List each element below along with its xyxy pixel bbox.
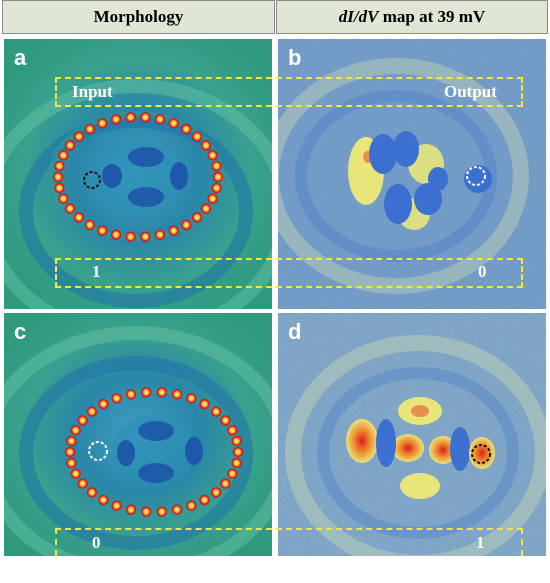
panel-d-didv-map: d	[278, 313, 546, 583]
adatom	[58, 193, 69, 204]
input-label: Input	[72, 82, 113, 101]
adatom	[154, 229, 166, 240]
adatom	[211, 182, 222, 194]
adatom	[125, 112, 136, 123]
adatom	[141, 506, 152, 517]
input-output-box	[55, 77, 523, 107]
adatom	[141, 387, 152, 398]
adatom	[168, 225, 179, 236]
adatom	[73, 212, 85, 223]
input-state-a: 1	[92, 262, 101, 281]
panel-b-didv-map: b	[278, 39, 546, 309]
map-title-italic: dI/dV	[338, 7, 379, 26]
adatom	[200, 140, 212, 151]
header-row: Morphology dI/dV map at 39 mV	[0, 0, 550, 36]
adatom	[97, 118, 108, 129]
panel-a-label: a	[14, 45, 27, 70]
adatom	[125, 504, 137, 515]
adatom	[171, 504, 183, 515]
adatom	[58, 150, 69, 161]
adatom	[70, 425, 81, 436]
adatom	[110, 114, 122, 125]
adatom	[210, 487, 222, 498]
adatom	[140, 112, 151, 123]
adatom	[77, 478, 88, 489]
morphology-header: Morphology	[2, 0, 275, 34]
adatom	[66, 435, 77, 447]
map-header: dI/dV map at 39 mV	[276, 0, 548, 34]
adatom	[199, 494, 210, 506]
adatom	[199, 398, 210, 410]
adatom	[52, 171, 64, 183]
adatom	[186, 393, 197, 404]
adatom	[227, 468, 238, 479]
adatom	[212, 171, 224, 183]
morphology-title: Morphology	[93, 7, 184, 26]
adatom	[64, 140, 76, 151]
adatom	[84, 219, 96, 231]
panel-c-image	[4, 313, 272, 556]
panel-a-morphology: a	[4, 39, 272, 309]
adatom	[220, 415, 231, 426]
adatom	[211, 160, 222, 172]
adatom	[191, 131, 203, 142]
adatom	[220, 478, 231, 489]
adatom	[156, 387, 167, 398]
state-box-bottom	[55, 528, 523, 556]
adatom	[86, 487, 98, 498]
adatom	[210, 406, 222, 417]
adatom	[54, 182, 65, 194]
adatom	[191, 212, 203, 223]
adatom	[98, 494, 109, 506]
adatom	[70, 468, 81, 479]
adatom	[110, 229, 122, 240]
adatom	[64, 446, 76, 458]
adatom	[54, 160, 65, 172]
output-label: Output	[444, 82, 497, 101]
adatom	[98, 398, 109, 410]
adatom	[154, 114, 166, 125]
adatom	[111, 393, 122, 404]
adatom	[73, 131, 85, 142]
adatom	[77, 415, 88, 426]
adatom	[200, 203, 212, 214]
adatom	[140, 231, 151, 242]
adatom	[207, 193, 218, 204]
adatom	[186, 500, 197, 511]
adatom	[66, 457, 77, 469]
panel-c-label: c	[14, 319, 27, 344]
adatom	[207, 150, 218, 161]
adatom	[97, 225, 108, 236]
adatom	[156, 506, 167, 517]
panel-b-image	[278, 39, 546, 309]
panel-d-image	[278, 313, 546, 556]
adatom	[111, 500, 122, 511]
adatom	[64, 203, 76, 214]
adatom	[84, 123, 96, 135]
panel-a-image	[4, 39, 272, 309]
adatom	[227, 425, 238, 436]
output-state-b: 0	[478, 262, 487, 281]
adatom	[181, 219, 192, 231]
map-title-rest: map at 39 mV	[378, 7, 486, 26]
panel-b-label: b	[288, 45, 302, 70]
adatom	[168, 118, 179, 129]
output-state-d: 1	[476, 533, 485, 552]
adatom	[232, 446, 244, 458]
adatom	[231, 435, 242, 447]
panel-c-morphology: c	[4, 313, 272, 583]
adatom	[231, 457, 242, 469]
input-state-c: 0	[92, 533, 101, 552]
state-box-top	[55, 258, 523, 288]
adatom	[125, 389, 137, 400]
adatom	[171, 389, 183, 400]
adatom	[125, 231, 136, 242]
adatom	[181, 123, 192, 135]
adatom	[86, 406, 98, 417]
panel-d-label: d	[288, 319, 302, 344]
